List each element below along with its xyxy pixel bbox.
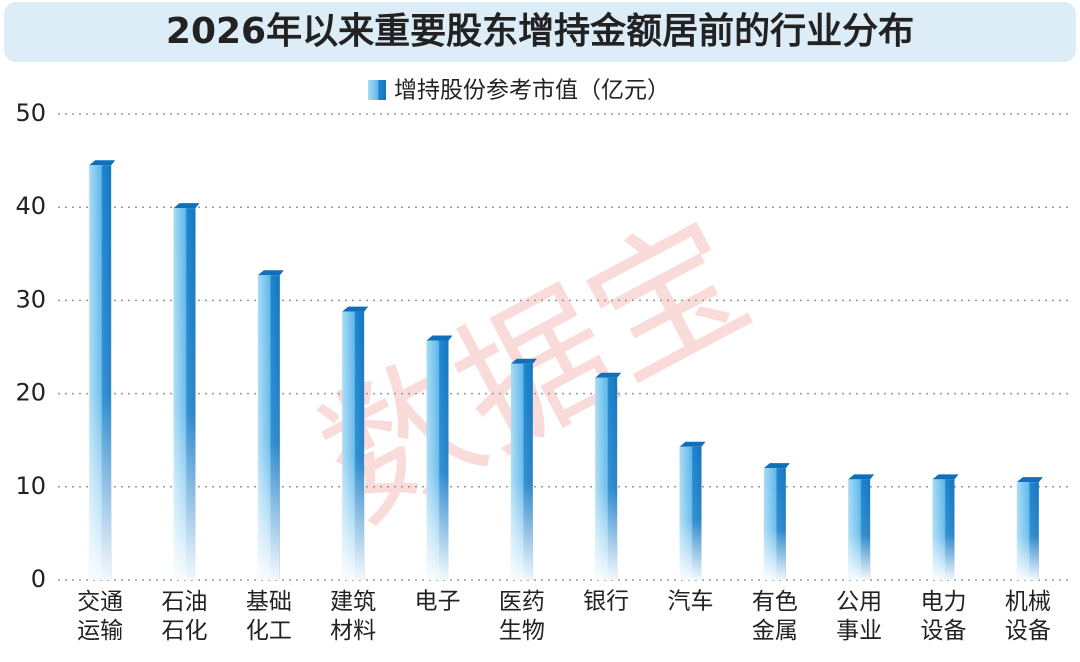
legend: 增持股份参考市值（亿元）: [368, 78, 670, 104]
title-band: [4, 2, 1076, 62]
legend-label: 增持股份参考市值（亿元）: [394, 78, 670, 104]
chart-title: 2026年以来重要股东增持金额居前的行业分布: [166, 10, 914, 52]
y-tick-label: 30: [15, 285, 46, 313]
bar-cap: [426, 335, 453, 341]
x-tick-label: 石油石化: [162, 589, 208, 644]
x-tick-label: 机械设备: [1005, 589, 1051, 644]
y-tick-label: 0: [31, 565, 46, 593]
bar-cap: [342, 306, 369, 312]
x-tick-label: 有色金属: [752, 589, 798, 644]
x-tick-label: 医药生物: [499, 589, 545, 644]
y-tick-label: 40: [15, 192, 46, 220]
bar-fade: [173, 208, 196, 580]
bar-fade: [679, 446, 702, 580]
x-tick-label: 建筑材料: [330, 589, 376, 644]
bar-cap: [679, 441, 706, 447]
bar-cap: [932, 474, 959, 480]
bar-fade: [426, 340, 449, 580]
bar-cap: [1016, 477, 1043, 483]
x-tick-label: 交通运输: [77, 589, 123, 644]
bar-fade: [257, 275, 280, 580]
bar-cap: [763, 463, 790, 469]
bar-fade: [763, 468, 786, 580]
bar-fade: [1016, 482, 1039, 580]
legend-swatch: [368, 80, 386, 100]
watermark: 数据宝: [296, 189, 775, 554]
bar-cap: [848, 474, 875, 480]
x-tick-label: 电力设备: [921, 589, 967, 644]
x-tick-label: 电子: [415, 589, 461, 615]
bar-cap: [173, 203, 200, 209]
bar-fade: [848, 479, 871, 580]
bar-cap: [595, 372, 622, 378]
y-tick-label: 20: [15, 379, 46, 407]
y-tick-label: 10: [15, 472, 46, 500]
bar-fade: [932, 479, 955, 580]
bar-fade: [595, 377, 618, 580]
x-tick-label: 汽车: [668, 589, 714, 615]
x-tick-label: 公用事业: [836, 589, 882, 644]
bar-cap: [510, 358, 537, 364]
x-tick-label: 银行: [583, 589, 629, 615]
bar-fade: [342, 311, 365, 580]
x-tick-label: 基础化工: [246, 589, 292, 644]
bar-fade: [510, 363, 533, 580]
y-tick-label: 50: [15, 99, 46, 127]
bar-cap: [89, 160, 116, 166]
bar-cap: [257, 270, 284, 276]
bar-fade: [89, 165, 112, 580]
